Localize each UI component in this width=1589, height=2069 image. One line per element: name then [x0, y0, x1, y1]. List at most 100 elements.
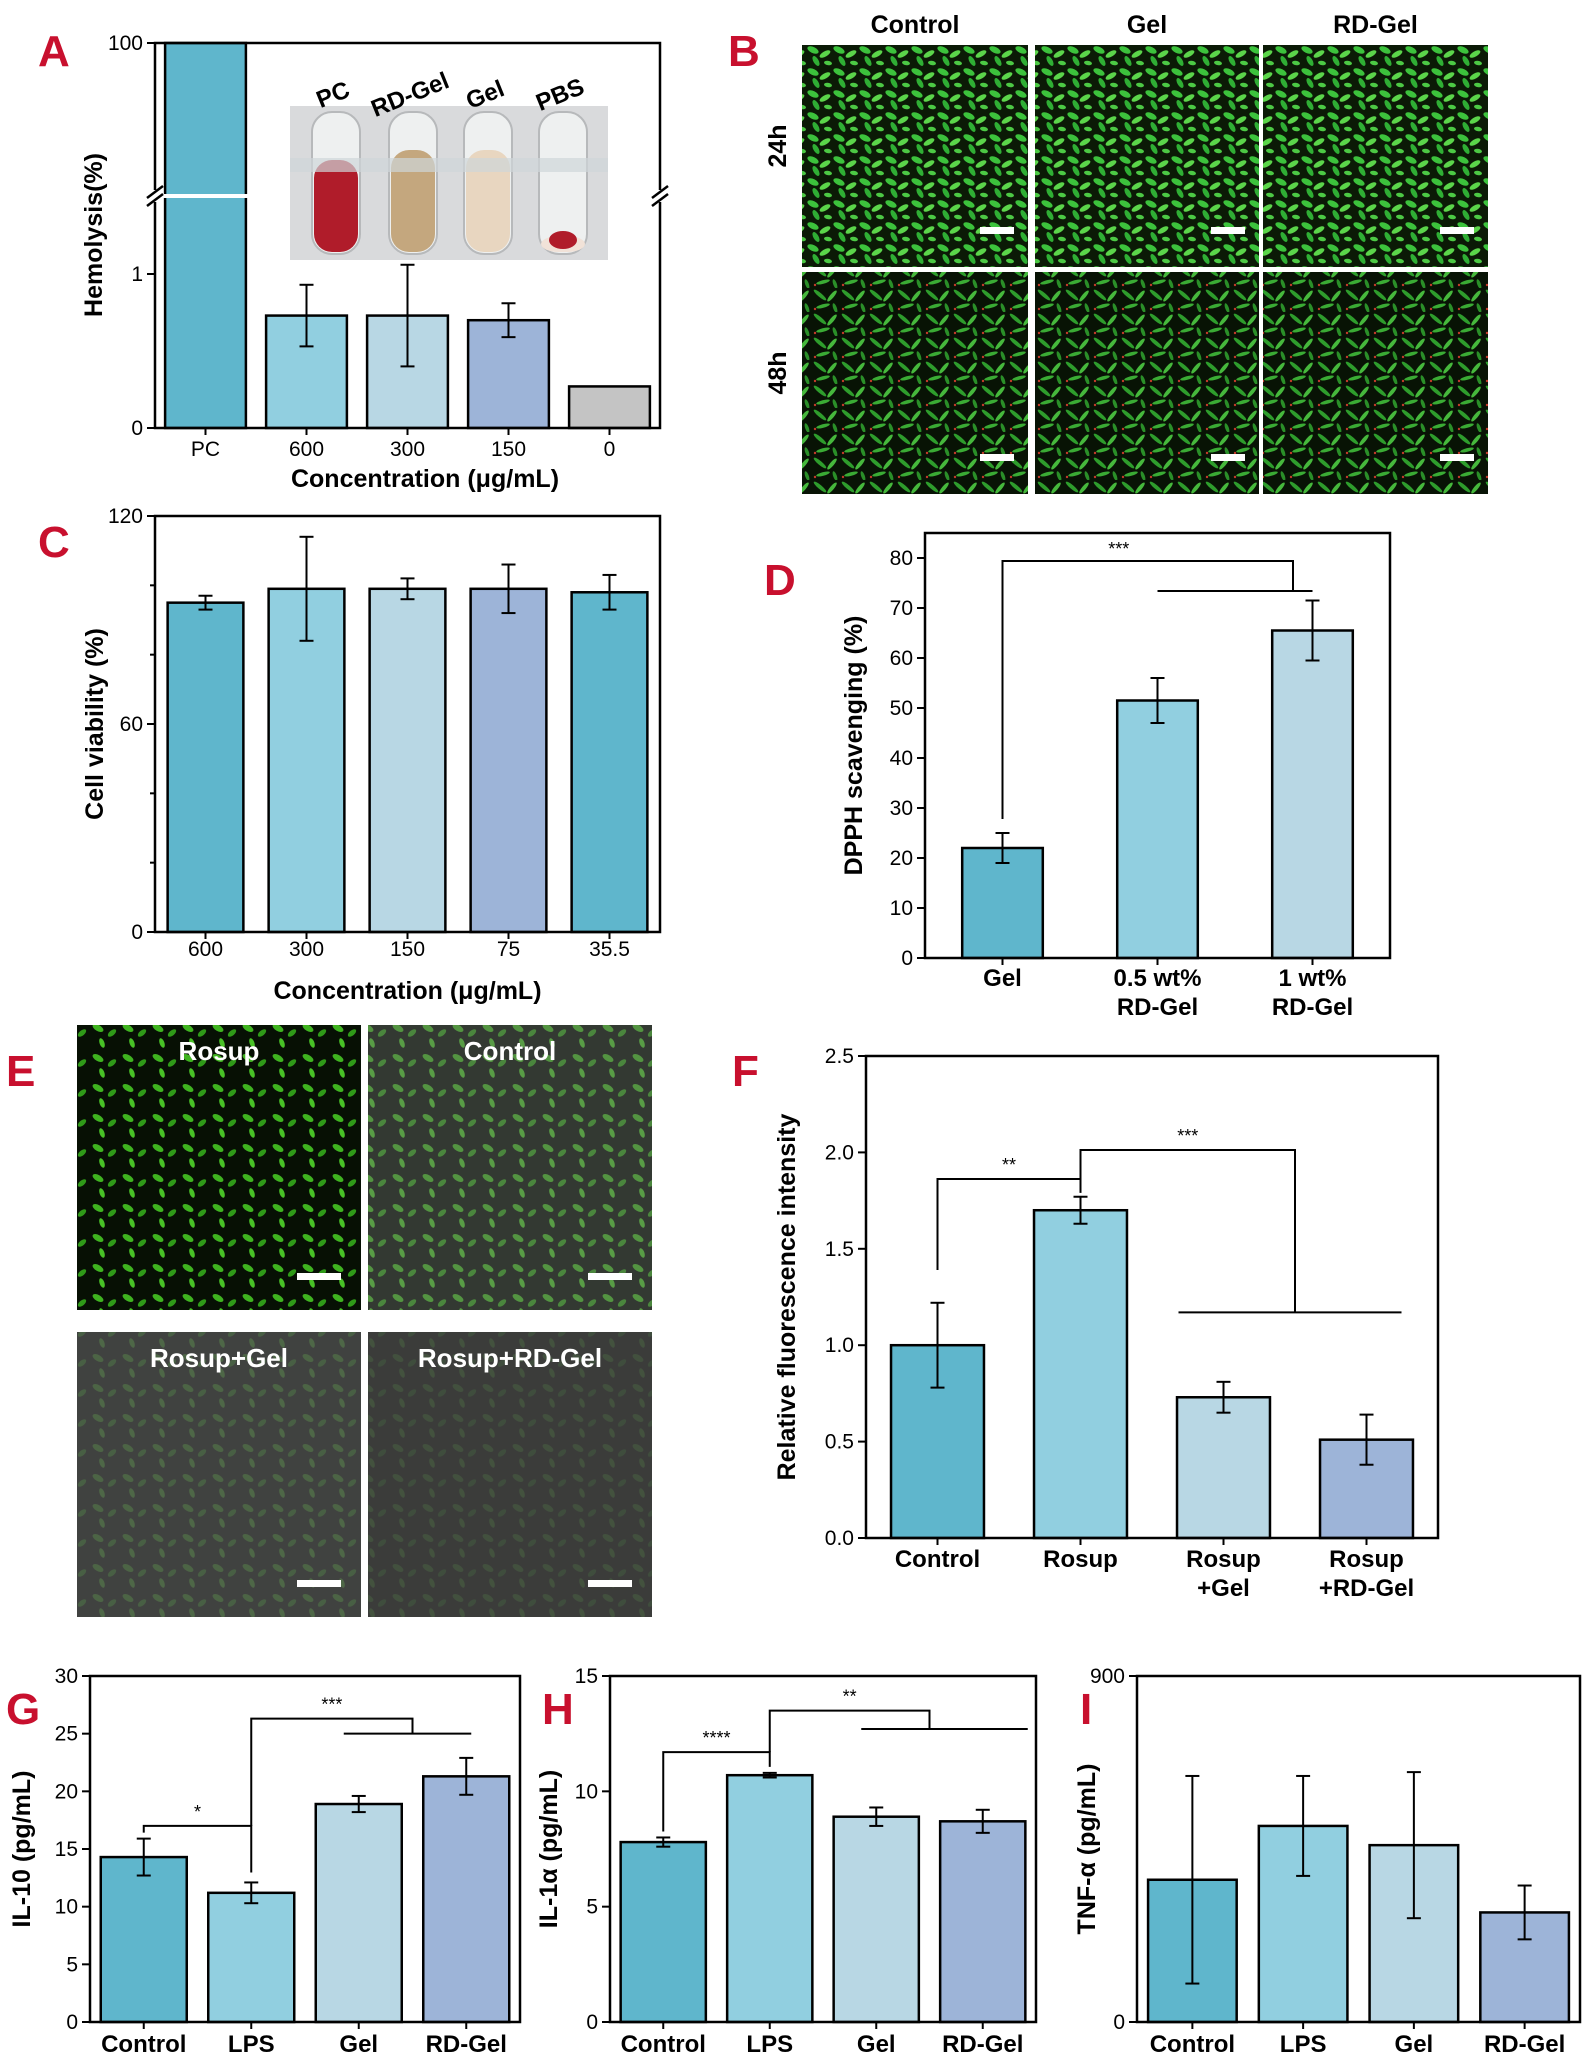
y-axis-title: IL-10 (pg/mL): [8, 1771, 36, 1928]
axis-break-mark: [146, 185, 164, 199]
tube-liquid: [314, 160, 358, 252]
significance-label: ***: [1177, 1126, 1198, 1146]
x-tick-label: Rosup: [1186, 1546, 1261, 1573]
bar-f-1: [1032, 1208, 1129, 1540]
bar-h-0: [619, 1840, 708, 2024]
y-tick-label: 10: [55, 1896, 78, 1919]
x-tick-label: 300: [390, 438, 425, 461]
significance-bracket: [936, 1178, 1082, 1271]
x-tick-label: RD-Gel: [1117, 994, 1198, 1021]
significance-bracket: [1001, 560, 1294, 819]
bar-d-0: [960, 846, 1045, 960]
plot-frame: [608, 1674, 1038, 2024]
y-tick-label: 0.5: [825, 1431, 854, 1454]
panel-letter-e: E: [6, 1047, 35, 1096]
y-tick-label: 30: [890, 797, 913, 820]
y-tick-label: 120: [108, 505, 143, 528]
axis-break-gap: [163, 194, 248, 198]
significance-bracket: [250, 1717, 414, 1826]
x-tick-label: RD-Gel: [1272, 994, 1353, 1021]
significance-label: **: [843, 1687, 857, 1707]
x-tick-label: 150: [390, 938, 425, 961]
chart-h: 0 5 10 15 Control LPS Gel RD-Gel IL-1α (pg/mL) **…: [535, 1665, 1038, 2058]
ros-panel-label: Rosup+RD-Gel: [418, 1343, 602, 1373]
panel-letter-c: C: [38, 518, 70, 567]
scale-bar: [980, 454, 1014, 461]
tube-glass: [538, 111, 588, 255]
bar-c-1: [267, 587, 346, 934]
bar-f-2: [1175, 1396, 1272, 1540]
y-tick-label: 1.0: [825, 1334, 854, 1357]
x-tick-label: Control: [895, 1546, 980, 1573]
x-axis-title: Concentration (μg/mL): [291, 465, 559, 493]
panel-letter-b: B: [728, 27, 760, 76]
column-header: Control: [871, 11, 960, 39]
x-tick-label: Gel: [1395, 2031, 1434, 2058]
ros-staining-grid: Rosup Control Rosup+Gel Rosup+RD-Gel: [77, 1025, 652, 1617]
x-tick-label: LPS: [1280, 2031, 1327, 2058]
bar-g-2: [314, 1802, 403, 2024]
x-tick-label: Control: [1150, 2031, 1235, 2058]
y-axis-title: DPPH scavenging (%): [840, 616, 868, 876]
x-tick-label: RD-Gel: [426, 2031, 507, 2058]
x-tick-label: 0.5 wt%: [1113, 965, 1201, 992]
x-tick-label: +Gel: [1197, 1575, 1250, 1602]
y-tick-label: 20: [890, 847, 913, 870]
x-tick-label: 0: [604, 438, 616, 461]
hemolysis-tube-photo: [290, 106, 608, 260]
ros-panel-label: Rosup: [179, 1036, 260, 1066]
y-tick-label: 5: [586, 1896, 598, 1919]
y-tick-label: 10: [890, 897, 913, 920]
chart-i: 0 900 Control LPS Gel RD-Gel TNF-α (pg/mL): [1073, 1665, 1582, 2058]
panel-letter-g: G: [6, 1685, 40, 1734]
bar-c-3: [469, 587, 548, 934]
bar-g-0: [99, 1855, 188, 2024]
y-tick-label: 60: [890, 647, 913, 670]
y-tick-label: 25: [55, 1723, 78, 1746]
y-tick-label: 10: [575, 1780, 598, 1803]
x-tick-label: Gel: [857, 2031, 896, 2058]
bar-g-1: [207, 1891, 296, 2024]
y-tick-label: 900: [1090, 1665, 1125, 1688]
bar-h-2: [832, 1815, 921, 2024]
x-tick-label: 35.5: [589, 938, 630, 961]
y-tick-label: 70: [890, 597, 913, 620]
row-header: 24h: [764, 124, 792, 167]
column-header: Gel: [1127, 11, 1167, 39]
y-tick-label: 0: [1113, 2011, 1125, 2034]
y-tick-label: 0: [131, 417, 143, 440]
scale-bar: [588, 1580, 632, 1587]
y-tick-label: 2.5: [825, 1045, 854, 1068]
bar-g-3: [422, 1775, 511, 2024]
axis-break-mark: [651, 193, 669, 207]
x-tick-label: Rosup: [1043, 1546, 1118, 1573]
scale-bar: [1211, 454, 1245, 461]
scale-bar: [588, 1273, 632, 1280]
x-tick-label: 300: [289, 938, 324, 961]
x-axis-title: Concentration (μg/mL): [273, 977, 541, 1005]
chart-a: 0 1 100 PC 600 300 150 0 Hemolysis(%) Concentrati…: [80, 32, 669, 493]
panel-letter-a: A: [38, 27, 70, 76]
bar-c-4: [570, 591, 649, 934]
column-header: RD-Gel: [1333, 11, 1418, 39]
panel-letter-i: I: [1080, 1685, 1092, 1734]
bar-d-2: [1270, 629, 1355, 960]
chart-g: 0 5 10 15 20 25 30 Control LPS Gel RD-Gel IL-10 (pg…: [8, 1665, 522, 2058]
y-tick-label: 0: [131, 921, 143, 944]
live-dead-staining-grid: Control Gel RD-Gel 24h 48h: [764, 11, 1488, 494]
significance-label: ***: [1108, 539, 1129, 559]
x-tick-label: 75: [497, 938, 520, 961]
x-tick-label: 150: [491, 438, 526, 461]
ros-micrograph: [77, 1025, 361, 1310]
bar-h-3: [938, 1820, 1027, 2024]
y-tick-label: 0: [901, 947, 913, 970]
y-tick-label: 1.5: [825, 1238, 854, 1261]
bar-a-0: [163, 41, 248, 430]
scale-bar: [297, 1273, 341, 1280]
y-axis-title: Cell viability (%): [81, 628, 109, 820]
y-tick-label: 15: [55, 1838, 78, 1861]
plot-frame: [1135, 1674, 1582, 2024]
y-tick-label: 50: [890, 697, 913, 720]
